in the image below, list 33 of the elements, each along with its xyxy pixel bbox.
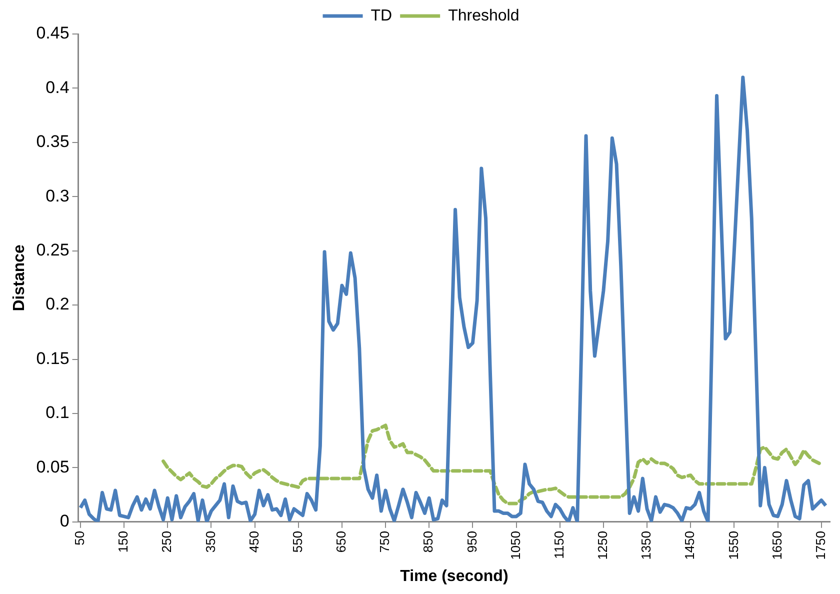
y-tick-label: 0.4 bbox=[46, 78, 70, 97]
x-tick-label: 1250 bbox=[595, 530, 610, 560]
x-tick-label: 1450 bbox=[682, 530, 698, 560]
x-axis-title: Time (second) bbox=[400, 568, 508, 585]
y-tick-label: 0.05 bbox=[36, 457, 70, 476]
x-tick-label: 1750 bbox=[812, 530, 828, 560]
y-tick-label: 0.15 bbox=[36, 348, 70, 368]
x-tick-label: 850 bbox=[420, 530, 436, 553]
x-tick-label: 450 bbox=[246, 530, 262, 553]
x-tick-label: 1050 bbox=[508, 530, 523, 560]
line-series bbox=[162, 424, 824, 506]
legend-label: TD bbox=[370, 7, 392, 24]
y-tick-label: 0.25 bbox=[36, 240, 70, 260]
y-tick-label: 0.45 bbox=[36, 24, 70, 43]
x-tick-label: 1650 bbox=[769, 530, 784, 560]
legend-label: Threshold bbox=[448, 7, 520, 24]
x-tick-label: 750 bbox=[377, 530, 392, 553]
x-tick-label: 150 bbox=[116, 530, 131, 553]
y-tick-label: 0.1 bbox=[46, 403, 70, 422]
x-tick-label: 950 bbox=[464, 530, 480, 553]
x-tick-label: 350 bbox=[202, 530, 218, 553]
y-tick-label: 0.2 bbox=[46, 294, 70, 314]
x-tick-label: 50 bbox=[72, 530, 88, 546]
x-tick-label: 250 bbox=[159, 530, 174, 553]
y-tick-label: 0.35 bbox=[36, 132, 70, 152]
x-tick-label: 650 bbox=[334, 530, 349, 553]
y-tick-label: 0.3 bbox=[46, 186, 70, 206]
y-axis-title: Distance bbox=[11, 244, 28, 312]
x-tick-label: 1350 bbox=[638, 530, 654, 560]
x-tick-label: 1550 bbox=[726, 530, 741, 560]
y-tick-label: 0 bbox=[60, 512, 70, 531]
x-tick-label: 550 bbox=[290, 530, 305, 553]
x-tick-label: 1150 bbox=[551, 530, 566, 559]
